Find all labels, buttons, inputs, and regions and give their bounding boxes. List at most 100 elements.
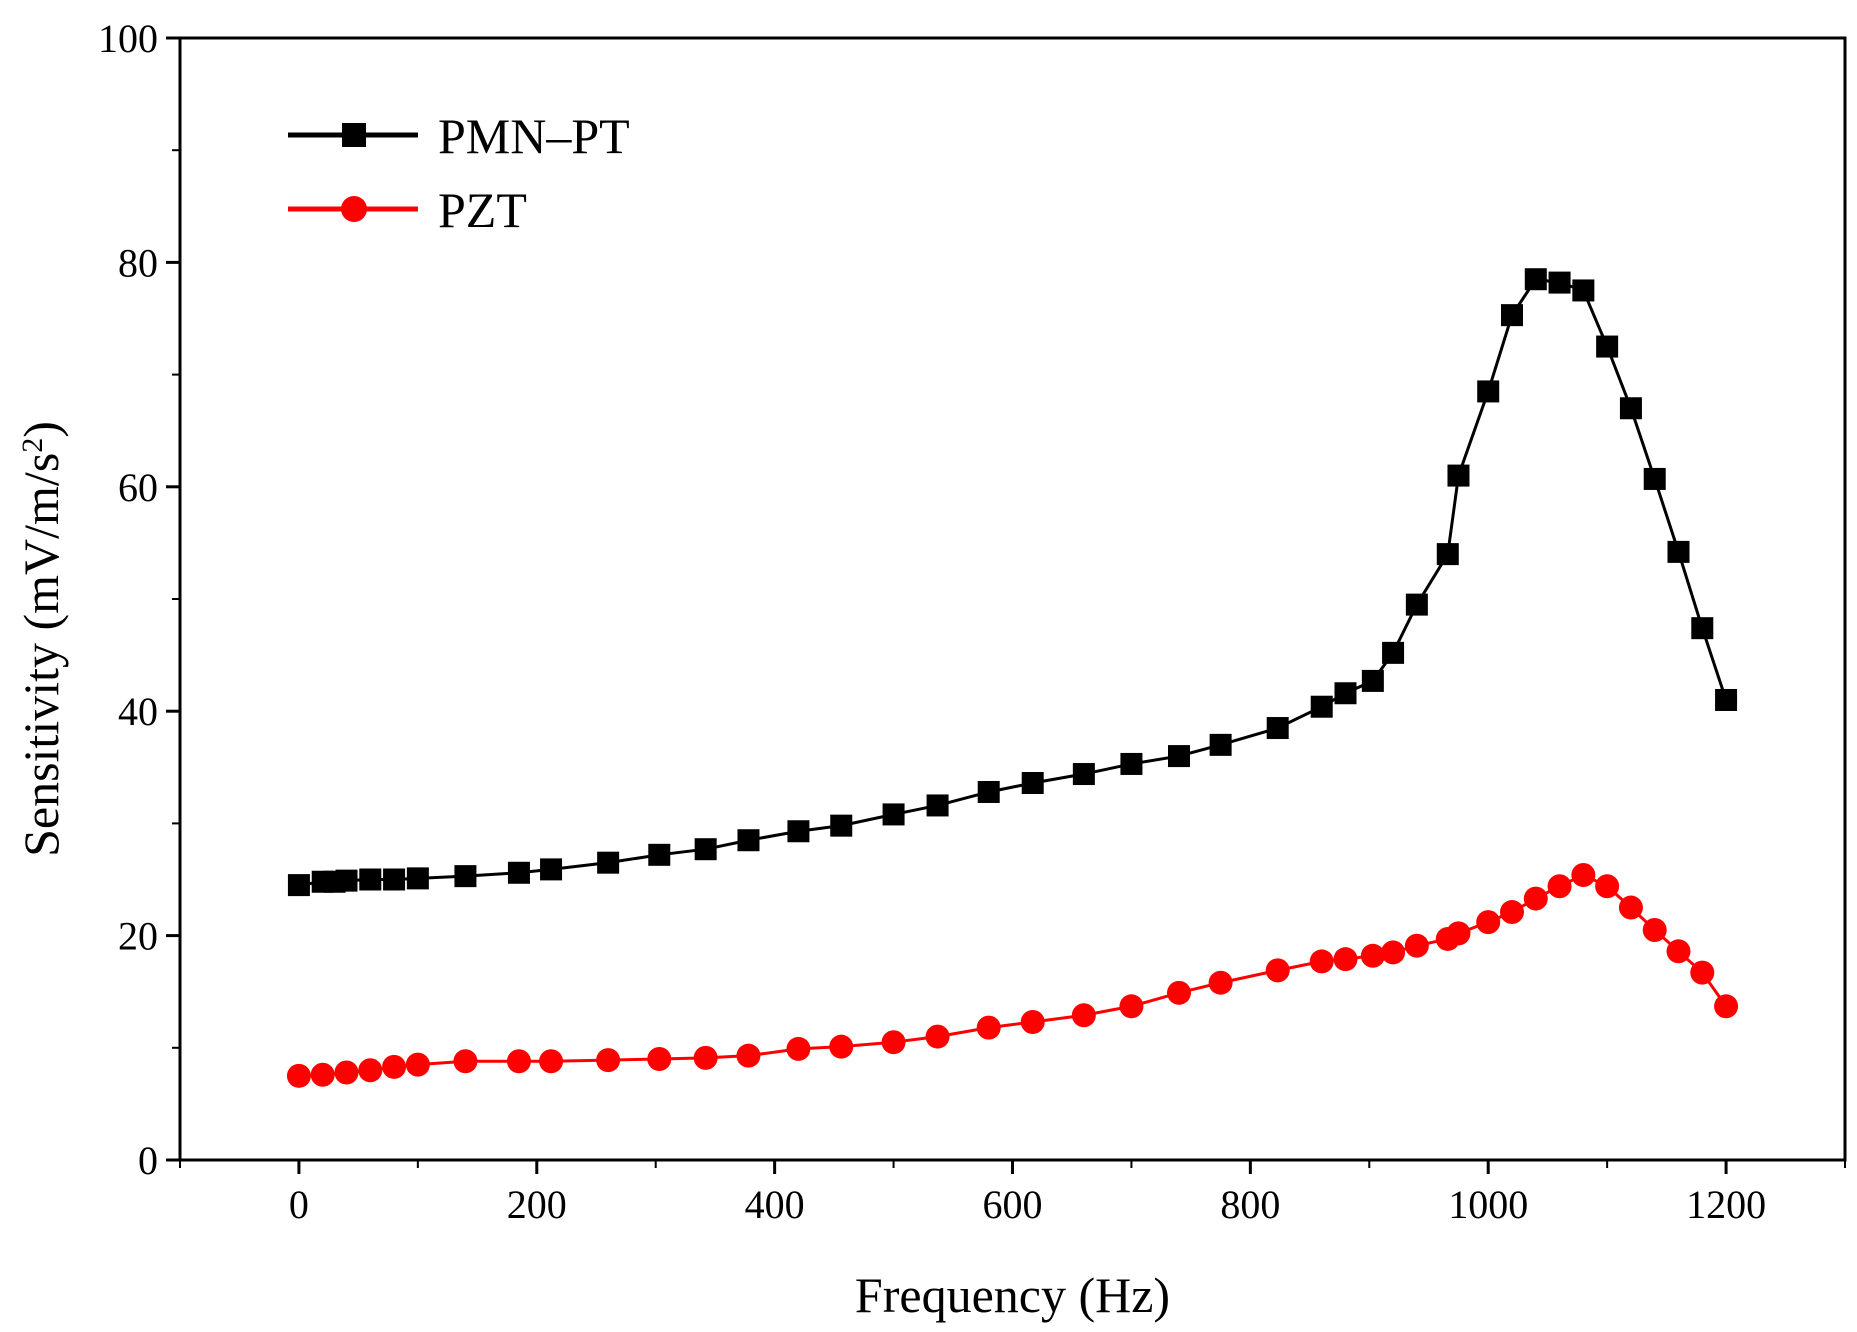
y-tick-label: 60: [118, 465, 158, 510]
data-point: [597, 851, 620, 874]
data-point: [1524, 268, 1547, 291]
y-axis-label-superscript: 2: [16, 438, 49, 453]
y-tick-label: 40: [118, 689, 158, 734]
data-point: [1404, 933, 1429, 958]
data-point: [1548, 271, 1571, 294]
data-point: [358, 1058, 383, 1083]
data-point: [539, 1049, 564, 1074]
y-tick-label: 0: [138, 1138, 158, 1183]
data-point: [1477, 380, 1500, 403]
data-point: [694, 838, 717, 861]
x-tick-label: 800: [1220, 1182, 1280, 1227]
data-point: [1500, 900, 1524, 925]
y-tick-label: 100: [98, 16, 158, 61]
data-point: [1310, 695, 1333, 718]
data-point: [1360, 943, 1385, 968]
data-point: [1334, 682, 1357, 705]
data-point: [926, 794, 949, 817]
data-point: [1501, 304, 1523, 327]
data-point: [596, 1048, 621, 1073]
series-line: [298, 277, 1728, 887]
data-point: [1447, 464, 1470, 487]
y-tick-label: 20: [118, 914, 158, 959]
series-layer: [286, 268, 1739, 1088]
x-tick-label: 0: [289, 1182, 309, 1227]
data-point: [1381, 940, 1406, 965]
data-point: [976, 1015, 1001, 1040]
data-point: [507, 861, 530, 884]
data-point: [737, 829, 760, 852]
legend: PMN–PT PZT: [288, 108, 630, 238]
data-point: [454, 865, 477, 888]
y-axis-label-main: Sensitivity (mV/m/s: [13, 453, 69, 857]
data-point: [406, 867, 429, 890]
data-point: [736, 1043, 761, 1068]
data-point: [1547, 874, 1572, 899]
data-point: [830, 814, 853, 837]
legend-marker: [341, 196, 367, 222]
data-point: [1571, 863, 1596, 888]
data-point: [383, 868, 406, 891]
data-point: [1666, 939, 1691, 964]
data-point: [335, 869, 358, 892]
y-tick-label: 80: [118, 240, 158, 285]
data-point: [1436, 543, 1459, 566]
data-point: [540, 858, 563, 881]
data-point: [1572, 279, 1595, 302]
data-point: [693, 1045, 718, 1070]
data-point: [1715, 688, 1738, 711]
data-point: [1361, 669, 1384, 692]
legend-marker: [342, 123, 366, 147]
data-point: [786, 1036, 811, 1061]
data-point: [1382, 641, 1405, 664]
data-point: [647, 1047, 672, 1072]
data-point: [1618, 895, 1643, 920]
data-point: [1446, 921, 1471, 946]
data-point: [648, 843, 671, 866]
data-point: [453, 1049, 478, 1074]
x-tick-label: 1000: [1448, 1182, 1528, 1227]
data-point: [1596, 335, 1619, 358]
data-point: [1643, 467, 1666, 490]
data-point: [1072, 763, 1095, 786]
data-point: [829, 1034, 854, 1059]
data-point: [382, 1054, 407, 1079]
data-point: [287, 874, 310, 897]
x-tick-label: 400: [745, 1182, 805, 1227]
y-axis-label-suffix: ): [13, 421, 69, 438]
tick-labels: 0 200 400 600 800 1000 1200 0 20 40 60 80 100: [98, 16, 1766, 1227]
x-tick-label: 200: [507, 1182, 567, 1227]
data-point: [1333, 947, 1358, 972]
data-point: [1120, 752, 1143, 775]
y-axis-label: Sensitivity (mV/m/s2): [13, 421, 69, 857]
data-point: [1476, 910, 1501, 935]
data-point: [787, 820, 810, 843]
data-point: [925, 1024, 950, 1049]
data-point: [1167, 980, 1191, 1005]
data-point: [1667, 540, 1690, 563]
legend-label: PMN–PT: [438, 108, 630, 164]
data-point: [1119, 994, 1144, 1019]
data-point: [1523, 886, 1548, 911]
data-point: [1691, 617, 1714, 640]
data-point: [881, 1030, 906, 1055]
data-point: [334, 1060, 359, 1085]
data-point: [1265, 958, 1290, 983]
data-point: [1266, 717, 1289, 740]
data-point: [506, 1049, 531, 1074]
axis-ticks: [166, 36, 1846, 1174]
series-1: [287, 268, 1738, 897]
data-point: [1619, 397, 1642, 420]
plot-area-frame: [178, 36, 1847, 1162]
data-point: [1309, 949, 1334, 974]
data-point: [1021, 772, 1044, 795]
data-point: [1595, 874, 1620, 899]
x-tick-label: 1200: [1686, 1182, 1766, 1227]
data-point: [1168, 745, 1190, 768]
data-point: [977, 780, 1000, 803]
data-point: [1690, 960, 1715, 985]
data-point: [1714, 994, 1739, 1019]
data-point: [286, 1063, 311, 1088]
data-point: [1071, 1003, 1096, 1028]
data-point: [882, 803, 905, 826]
